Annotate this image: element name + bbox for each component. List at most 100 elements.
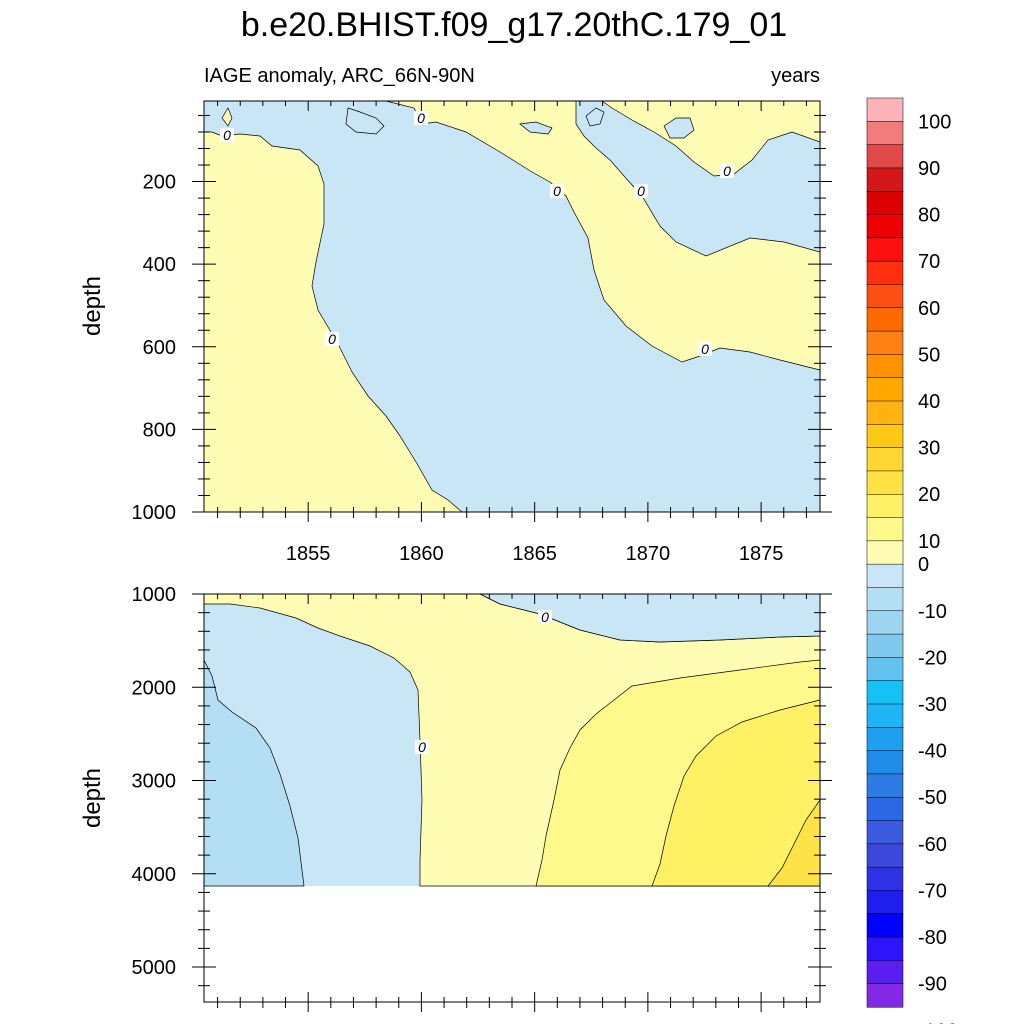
y-tick-label: 1000 bbox=[132, 502, 177, 524]
lower-contour-labels: 0 0 bbox=[415, 609, 552, 755]
colorbar-swatch bbox=[866, 237, 904, 262]
chart-subtitle-left: IAGE anomaly, ARC_66N-90N bbox=[204, 65, 475, 87]
colorbar-swatch bbox=[866, 983, 904, 1008]
colorbar-swatch bbox=[866, 633, 904, 658]
upper-y-axis-label: depth bbox=[79, 276, 106, 336]
colorbar-swatch bbox=[866, 563, 904, 589]
colorbar-label: 70 bbox=[918, 251, 940, 273]
upper-contour-positive-patch-5 bbox=[221, 107, 233, 127]
colorbar-swatch bbox=[866, 447, 904, 472]
colorbar-swatch bbox=[866, 97, 904, 122]
contour-label: 0 bbox=[418, 739, 426, 755]
colorbar-swatch bbox=[866, 820, 904, 845]
colorbar-swatch bbox=[866, 866, 904, 892]
x-tick-label: 1870 bbox=[626, 543, 671, 565]
colorbar-label: -70 bbox=[918, 880, 947, 902]
contour-label: 0 bbox=[637, 183, 645, 199]
colorbar-label: 90 bbox=[918, 158, 940, 180]
y-tick-label: 1000 bbox=[132, 584, 177, 606]
colorbar-swatch bbox=[866, 913, 904, 938]
upper-panel: 0 0 0 0 0 0 0 1855 1860 1865 1870 1875 200 400… bbox=[79, 100, 832, 565]
colorbar-swatch bbox=[866, 796, 904, 822]
colorbar-swatch bbox=[866, 610, 904, 635]
colorbar-swatch bbox=[866, 190, 904, 216]
colorbar-swatch bbox=[866, 330, 904, 355]
y-tick-label: 200 bbox=[143, 172, 176, 194]
colorbar-swatch bbox=[866, 470, 904, 495]
colorbar-label: 100 bbox=[918, 111, 951, 133]
upper-contour-labels: 0 0 0 0 0 0 0 bbox=[220, 110, 734, 357]
y-tick-label: 4000 bbox=[132, 864, 177, 886]
upper-contour-negative-patch-3 bbox=[663, 117, 695, 139]
colorbar-label: -30 bbox=[918, 694, 947, 716]
contour-label: 0 bbox=[328, 331, 336, 347]
y-tick-label: 600 bbox=[143, 337, 176, 359]
colorbar-swatch bbox=[866, 727, 904, 752]
chart-title: b.e20.BHIST.f09_g17.20thC.179_01 bbox=[241, 6, 787, 44]
colorbar-swatch bbox=[866, 843, 904, 868]
contour-label: 0 bbox=[553, 183, 561, 199]
colorbar-swatch bbox=[866, 284, 904, 309]
colorbar-label: 40 bbox=[918, 391, 940, 413]
contour-label: 0 bbox=[701, 341, 709, 357]
lower-y-axis-label: depth bbox=[79, 768, 106, 828]
colorbar-label: -40 bbox=[918, 741, 947, 763]
colorbar-label: 20 bbox=[918, 484, 940, 506]
colorbar-swatch bbox=[866, 750, 904, 775]
upper-axes: 1855 1860 1865 1870 1875 200 400 600 800 1000 bbox=[132, 101, 832, 565]
x-tick-label: 1875 bbox=[739, 543, 784, 565]
upper-contour-negative-patch-4 bbox=[585, 107, 605, 127]
colorbar-swatch bbox=[866, 773, 904, 798]
lower-axes: 1000 2000 3000 4000 5000 bbox=[132, 584, 832, 1012]
contour-label: 0 bbox=[223, 127, 231, 143]
colorbar-swatch bbox=[866, 354, 904, 379]
colorbar: 100 90 80 70 60 50 40 30 20 100 -10 -20 -30 -40 -50 -60… bbox=[866, 97, 958, 1024]
colorbar-swatch bbox=[866, 890, 904, 915]
colorbar-swatch bbox=[866, 400, 904, 425]
colorbar-label: -90 bbox=[918, 974, 947, 996]
colorbar-label: 60 bbox=[918, 298, 940, 320]
x-tick-label: 1855 bbox=[286, 543, 331, 565]
colorbar-label: -60 bbox=[918, 834, 947, 856]
y-tick-label: 800 bbox=[143, 419, 176, 441]
colorbar-swatch bbox=[866, 517, 904, 542]
colorbar-label: -80 bbox=[918, 927, 947, 949]
contour-label: 0 bbox=[417, 110, 425, 126]
colorbar-swatch bbox=[866, 936, 904, 961]
y-tick-label: 3000 bbox=[132, 771, 177, 793]
colorbar-swatch bbox=[866, 680, 904, 705]
colorbar-label: -50 bbox=[918, 787, 947, 809]
colorbar-swatch bbox=[866, 540, 904, 565]
colorbar-label: 30 bbox=[918, 438, 940, 460]
lower-contour-negative-10 bbox=[203, 659, 305, 887]
colorbar-label: 10 bbox=[918, 531, 940, 553]
colorbar-swatch bbox=[866, 144, 904, 169]
colorbar-swatch bbox=[866, 377, 904, 402]
contour-label: 0 bbox=[541, 609, 549, 625]
colorbar-swatch bbox=[866, 493, 904, 519]
y-tick-label: 5000 bbox=[132, 957, 177, 979]
chart-subtitle-right: years bbox=[771, 65, 820, 87]
upper-contour-negative-patch-2 bbox=[519, 121, 553, 135]
lower-panel: 0 0 1000 2000 3000 4000 5000 depth bbox=[79, 584, 832, 1012]
colorbar-label: -100 bbox=[918, 1020, 958, 1024]
colorbar-swatch bbox=[866, 260, 904, 286]
contour-label: 0 bbox=[723, 163, 731, 179]
colorbar-label: 80 bbox=[918, 205, 940, 227]
colorbar-swatch bbox=[866, 703, 904, 728]
colorbar-swatch bbox=[866, 657, 904, 682]
y-tick-label: 400 bbox=[143, 254, 176, 276]
colorbar-label: -20 bbox=[918, 647, 947, 669]
colorbar-label: 0 bbox=[918, 554, 929, 576]
upper-contour-negative-patch-1 bbox=[345, 107, 385, 135]
colorbar-swatch bbox=[866, 121, 904, 146]
colorbar-swatch bbox=[866, 960, 904, 985]
colorbar-label: 50 bbox=[918, 344, 940, 366]
colorbar-swatch bbox=[866, 424, 904, 449]
x-tick-label: 1860 bbox=[399, 543, 444, 565]
upper-contour-positive-left bbox=[203, 131, 463, 513]
colorbar-swatch bbox=[866, 214, 904, 239]
colorbar-swatch bbox=[866, 587, 904, 612]
colorbar-swatch bbox=[866, 167, 904, 192]
